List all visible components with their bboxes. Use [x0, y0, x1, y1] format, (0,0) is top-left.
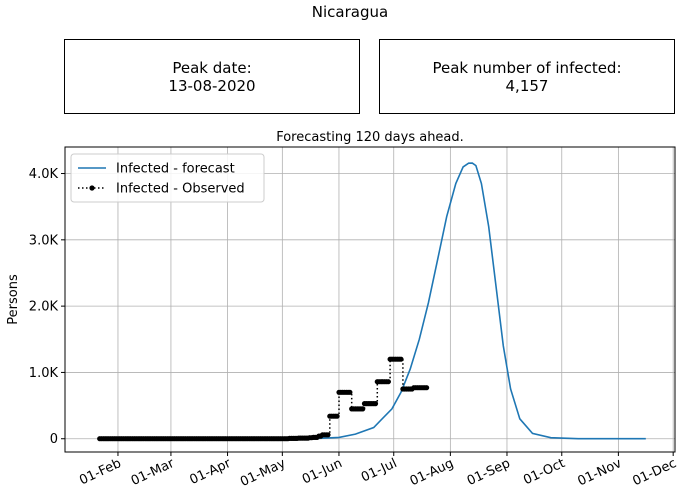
peak-infected-card: Peak number of infected: 4,157 [379, 39, 675, 114]
y-tick-label: 0 [50, 432, 58, 447]
observed-point [385, 379, 391, 385]
x-tick-label: 01-Nov [575, 456, 624, 489]
peak-date-label: Peak date: [172, 58, 252, 77]
observed-point [424, 385, 430, 391]
y-axis-label: Persons [6, 274, 21, 325]
x-tick-label: 01-Feb [77, 456, 123, 488]
y-tick-label: 3.0K [29, 233, 59, 248]
forecast-series-line [316, 162, 646, 440]
page-title: Nicaragua [311, 3, 389, 21]
x-tick-label: 01-Aug [408, 456, 456, 489]
y-tick-label: 4.0K [29, 167, 59, 182]
observed-series-line [99, 358, 427, 440]
observed-point [325, 432, 331, 438]
x-tick-label: 01-Jun [300, 456, 345, 487]
x-tick-label: 01-Sep [465, 456, 513, 489]
x-tick-label: 01-Jul [359, 456, 399, 486]
x-tick-label: 01-May [238, 456, 288, 490]
observed-point [398, 356, 404, 362]
peak-infected-value: 4,157 [505, 76, 549, 95]
x-tick-label: 01-Mar [129, 456, 177, 489]
peak-date-card: Peak date: 13-08-2020 [64, 39, 360, 114]
x-tick-label: 01-Apr [188, 456, 234, 488]
legend-observed-label: Infected - Observed [116, 182, 245, 197]
observed-point [372, 401, 379, 407]
observed-point [360, 406, 366, 412]
observed-point [347, 389, 353, 395]
y-tick-label: 1.0K [29, 366, 59, 381]
peak-infected-label: Peak number of infected: [432, 58, 622, 77]
legend-observed-marker [89, 185, 95, 191]
observed-point [334, 413, 340, 419]
chart-title: Forecasting 120 days ahead. [276, 130, 464, 145]
legend-forecast-label: Infected - forecast [116, 162, 235, 177]
y-tick-label: 2.0K [29, 300, 59, 315]
plot-frame [64, 146, 676, 453]
peak-date-value: 13-08-2020 [168, 76, 256, 95]
x-tick-label: 01-Oct [521, 456, 567, 488]
legend-box [70, 153, 265, 203]
x-tick-label: 01-Dec [630, 456, 678, 489]
